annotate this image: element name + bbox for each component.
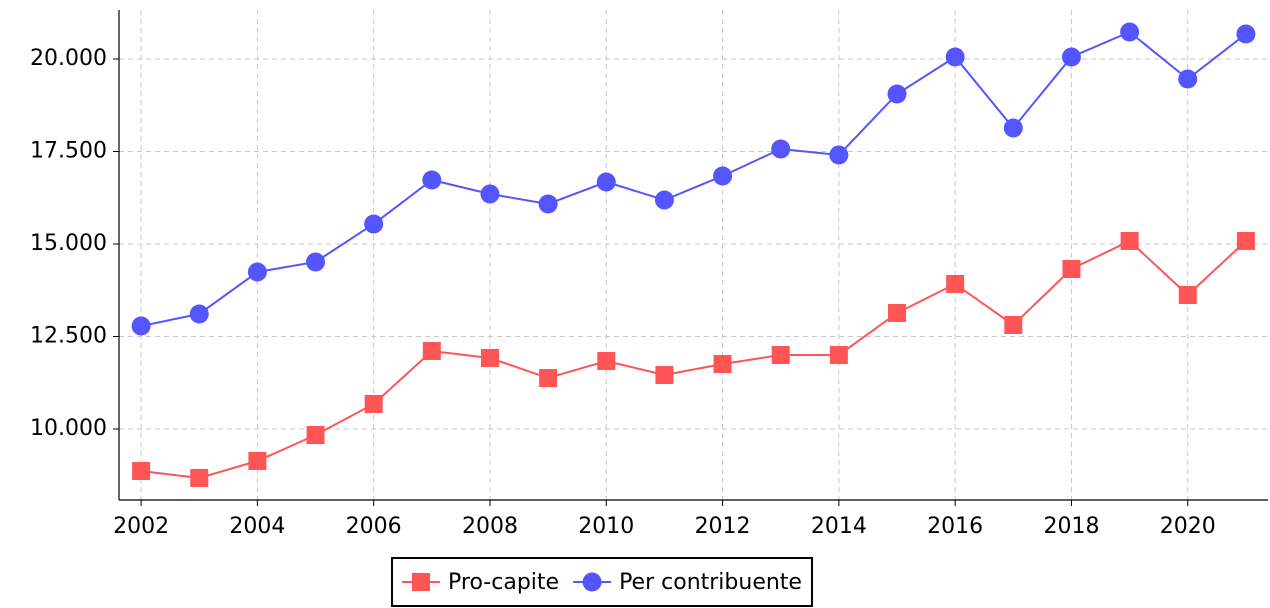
x-tick-label: 2006 xyxy=(346,514,402,539)
marker xyxy=(189,304,209,324)
marker xyxy=(1178,285,1197,304)
marker xyxy=(247,262,267,282)
marker xyxy=(655,366,674,385)
marker xyxy=(132,461,151,480)
marker xyxy=(1062,260,1081,279)
marker xyxy=(888,303,907,322)
marker xyxy=(190,468,209,487)
marker xyxy=(1236,24,1256,44)
marker xyxy=(306,425,325,444)
x-tick-label: 2020 xyxy=(1160,514,1216,539)
marker xyxy=(422,170,442,190)
marker xyxy=(306,252,326,272)
marker xyxy=(654,190,674,210)
legend-label: Pro-capite xyxy=(448,570,559,595)
marker xyxy=(480,184,500,204)
marker xyxy=(1120,22,1140,42)
x-tick-label: 2004 xyxy=(229,514,285,539)
x-tick-label: 2008 xyxy=(462,514,518,539)
marker xyxy=(364,214,384,234)
series-line xyxy=(140,239,1247,480)
marker xyxy=(1004,315,1023,334)
marker xyxy=(771,345,790,364)
marker xyxy=(887,84,907,104)
marker xyxy=(829,345,848,364)
x-tick-label: 2016 xyxy=(927,514,983,539)
marker xyxy=(1003,118,1023,138)
x-tick-label: 2014 xyxy=(811,514,867,539)
marker xyxy=(946,274,965,293)
marker xyxy=(248,452,267,471)
y-tick-label: 15.000 xyxy=(30,231,107,256)
x-tick-label: 2012 xyxy=(695,514,751,539)
y-tick-label: 17.500 xyxy=(30,138,107,163)
marker xyxy=(582,572,602,592)
x-tick-label: 2010 xyxy=(578,514,634,539)
marker xyxy=(597,351,616,370)
marker xyxy=(539,369,558,388)
legend-label: Per contribuente xyxy=(619,570,802,595)
marker xyxy=(364,394,383,413)
marker xyxy=(713,166,733,186)
x-tick-label: 2018 xyxy=(1043,514,1099,539)
y-tick-label: 20.000 xyxy=(30,46,107,71)
marker xyxy=(480,348,499,367)
marker xyxy=(945,47,965,67)
marker xyxy=(422,341,441,360)
marker xyxy=(1236,231,1255,250)
y-tick-label: 12.500 xyxy=(30,323,107,348)
marker xyxy=(1120,231,1139,250)
marker xyxy=(596,172,616,192)
marker xyxy=(1061,47,1081,67)
marker xyxy=(131,316,151,336)
marker xyxy=(412,573,430,591)
marker xyxy=(1178,69,1198,89)
marker xyxy=(538,194,558,214)
legend: Pro-capite Per contribuente xyxy=(391,557,813,607)
x-tick-label: 2002 xyxy=(113,514,169,539)
marker xyxy=(771,139,791,159)
y-tick-label: 10.000 xyxy=(30,416,107,441)
marker xyxy=(713,354,732,373)
series-line xyxy=(140,30,1247,327)
marker xyxy=(829,145,849,165)
